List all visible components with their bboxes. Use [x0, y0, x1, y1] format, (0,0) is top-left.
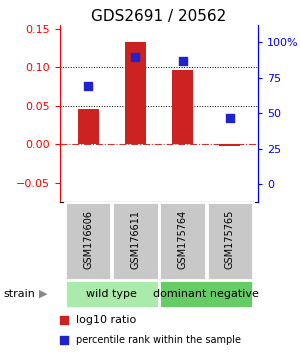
Bar: [65, 202, 111, 280]
Text: dominant negative: dominant negative: [153, 289, 259, 299]
Text: log10 ratio: log10 ratio: [76, 315, 136, 325]
Bar: [112, 202, 158, 280]
Point: [61, 337, 66, 343]
Text: GSM176611: GSM176611: [130, 210, 140, 269]
Bar: [160, 280, 253, 308]
Bar: [160, 202, 206, 280]
Title: GDS2691 / 20562: GDS2691 / 20562: [92, 8, 226, 24]
Point: [86, 84, 91, 89]
Text: GSM175765: GSM175765: [225, 210, 235, 269]
Point: [133, 54, 138, 59]
Bar: [65, 280, 158, 308]
Bar: [78, 109, 99, 144]
Text: wild type: wild type: [86, 289, 137, 299]
Text: percentile rank within the sample: percentile rank within the sample: [76, 335, 241, 345]
Text: GSM176606: GSM176606: [83, 210, 93, 269]
Text: ▶: ▶: [39, 289, 47, 299]
Bar: [172, 70, 193, 144]
Point: [61, 317, 66, 323]
Bar: [207, 202, 253, 280]
Bar: [219, 144, 240, 146]
Text: GSM175764: GSM175764: [178, 210, 188, 269]
Point: [227, 115, 232, 120]
Bar: [125, 42, 146, 144]
Point: [180, 58, 185, 64]
Text: strain: strain: [3, 289, 35, 299]
